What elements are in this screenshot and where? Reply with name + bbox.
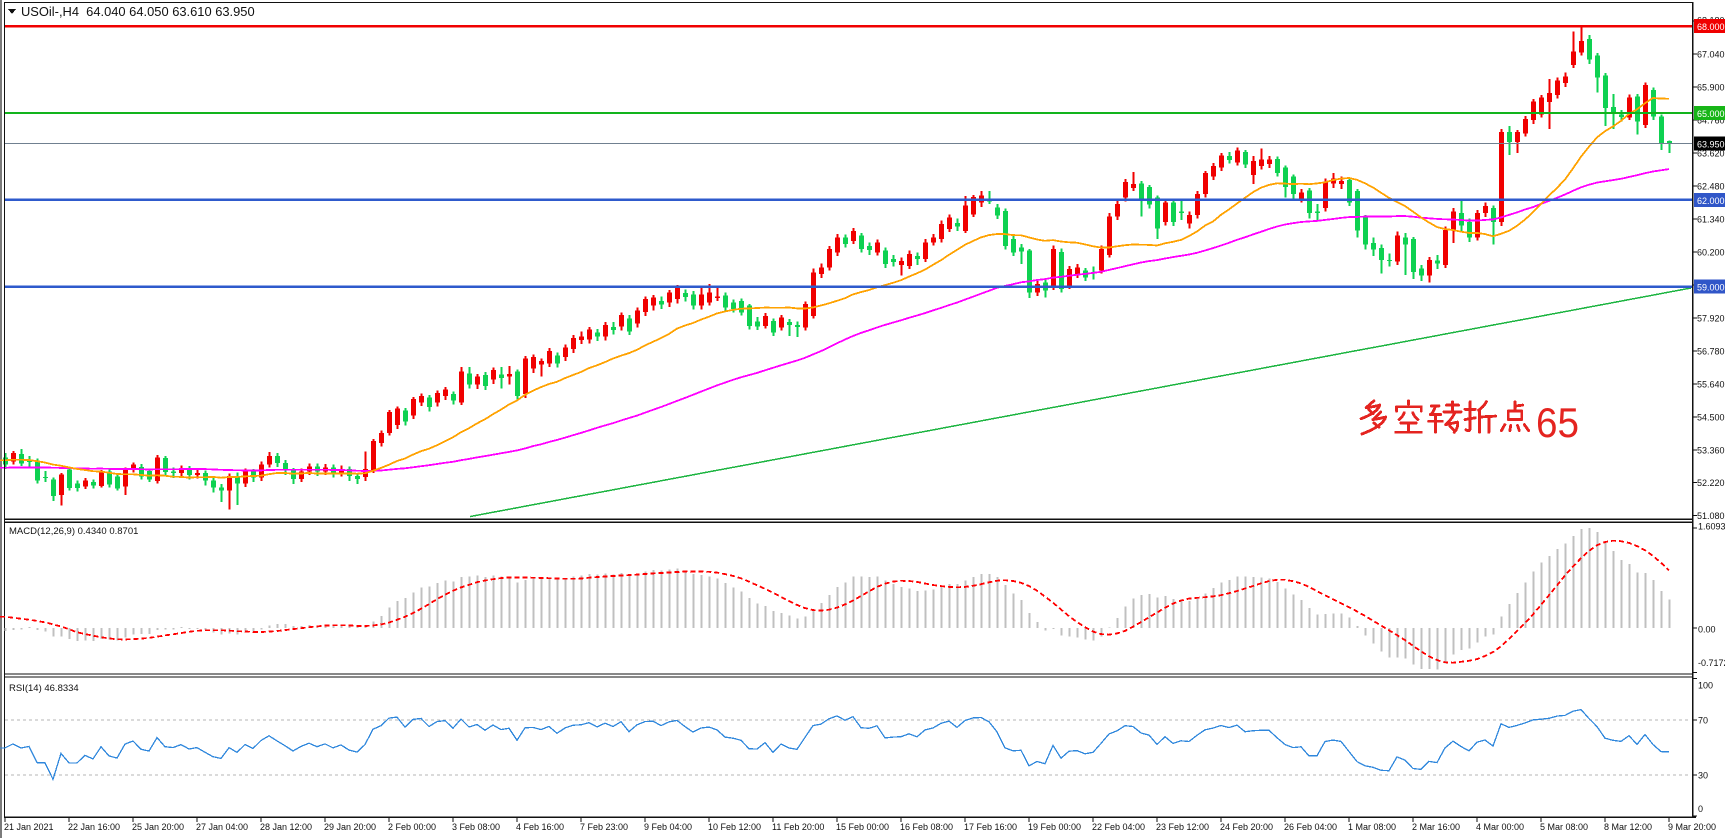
svg-text:25 Jan 20:00: 25 Jan 20:00 bbox=[132, 822, 184, 832]
svg-text:65.900: 65.900 bbox=[1697, 83, 1725, 93]
svg-text:11 Feb 20:00: 11 Feb 20:00 bbox=[772, 822, 824, 832]
svg-text:RSI(14) 46.8334: RSI(14) 46.8334 bbox=[9, 683, 79, 694]
svg-text:62.000: 62.000 bbox=[1697, 196, 1725, 206]
svg-text:65.000: 65.000 bbox=[1697, 109, 1725, 119]
svg-text:52.220: 52.220 bbox=[1697, 478, 1725, 488]
svg-text:56.780: 56.780 bbox=[1697, 346, 1725, 356]
svg-text:70: 70 bbox=[1698, 716, 1708, 726]
svg-text:16 Feb 08:00: 16 Feb 08:00 bbox=[900, 822, 953, 832]
svg-text:0.00: 0.00 bbox=[1698, 625, 1716, 635]
svg-text:2 Feb 00:00: 2 Feb 00:00 bbox=[388, 822, 436, 832]
svg-text:26 Feb 04:00: 26 Feb 04:00 bbox=[1284, 822, 1337, 832]
svg-text:-0.7172: -0.7172 bbox=[1698, 658, 1725, 668]
svg-text:54.500: 54.500 bbox=[1697, 412, 1725, 422]
svg-text:67.040: 67.040 bbox=[1697, 50, 1725, 60]
svg-text:24 Feb 20:00: 24 Feb 20:00 bbox=[1220, 822, 1273, 832]
svg-text:100: 100 bbox=[1698, 681, 1713, 691]
svg-text:1 Mar 08:00: 1 Mar 08:00 bbox=[1348, 822, 1396, 832]
svg-text:1.6093: 1.6093 bbox=[1698, 522, 1725, 532]
svg-text:60.200: 60.200 bbox=[1697, 247, 1725, 257]
svg-text:51.080: 51.080 bbox=[1697, 511, 1725, 521]
svg-text:9 Feb 04:00: 9 Feb 04:00 bbox=[644, 822, 692, 832]
svg-text:65: 65 bbox=[1536, 399, 1579, 446]
svg-text:17 Feb 16:00: 17 Feb 16:00 bbox=[964, 822, 1017, 832]
svg-text:22 Jan 16:00: 22 Jan 16:00 bbox=[68, 822, 120, 832]
svg-text:57.920: 57.920 bbox=[1697, 313, 1725, 323]
svg-text:29 Jan 20:00: 29 Jan 20:00 bbox=[324, 822, 376, 832]
svg-text:63.950: 63.950 bbox=[1697, 139, 1725, 149]
svg-text:53.360: 53.360 bbox=[1697, 445, 1725, 455]
svg-text:2 Mar 16:00: 2 Mar 16:00 bbox=[1412, 822, 1460, 832]
svg-text:USOil-,H4 64.040 64.050 63.61: USOil-,H4 64.040 64.050 63.610 63.950 bbox=[21, 4, 255, 19]
svg-text:7 Feb 23:00: 7 Feb 23:00 bbox=[580, 822, 628, 832]
svg-text:0: 0 bbox=[1698, 804, 1703, 814]
svg-text:63.620: 63.620 bbox=[1697, 148, 1725, 158]
svg-text:19 Feb 00:00: 19 Feb 00:00 bbox=[1028, 822, 1081, 832]
svg-text:55.640: 55.640 bbox=[1697, 379, 1725, 389]
svg-text:28 Jan 12:00: 28 Jan 12:00 bbox=[260, 822, 312, 832]
svg-text:8 Mar 12:00: 8 Mar 12:00 bbox=[1604, 822, 1652, 832]
svg-text:23 Feb 12:00: 23 Feb 12:00 bbox=[1156, 822, 1209, 832]
svg-text:27 Jan 04:00: 27 Jan 04:00 bbox=[196, 822, 248, 832]
svg-text:68.000: 68.000 bbox=[1697, 22, 1725, 32]
svg-text:3 Feb 08:00: 3 Feb 08:00 bbox=[452, 822, 500, 832]
svg-text:MACD(12,26,9) 0.4340 0.8701: MACD(12,26,9) 0.4340 0.8701 bbox=[9, 526, 138, 537]
svg-text:5 Mar 08:00: 5 Mar 08:00 bbox=[1540, 822, 1588, 832]
svg-text:4 Feb 16:00: 4 Feb 16:00 bbox=[516, 822, 564, 832]
svg-text:61.340: 61.340 bbox=[1697, 214, 1725, 224]
svg-text:10 Feb 12:00: 10 Feb 12:00 bbox=[708, 822, 761, 832]
svg-text:15 Feb 00:00: 15 Feb 00:00 bbox=[836, 822, 889, 832]
svg-text:59.000: 59.000 bbox=[1697, 283, 1725, 293]
svg-text:21 Jan 2021: 21 Jan 2021 bbox=[4, 822, 54, 832]
svg-text:22 Feb 04:00: 22 Feb 04:00 bbox=[1092, 822, 1145, 832]
svg-text:30: 30 bbox=[1698, 771, 1708, 781]
svg-text:62.480: 62.480 bbox=[1697, 181, 1725, 191]
svg-text:9 Mar 20:00: 9 Mar 20:00 bbox=[1668, 822, 1716, 832]
svg-text:64.760: 64.760 bbox=[1697, 116, 1725, 126]
svg-text:4 Mar 00:00: 4 Mar 00:00 bbox=[1476, 822, 1524, 832]
